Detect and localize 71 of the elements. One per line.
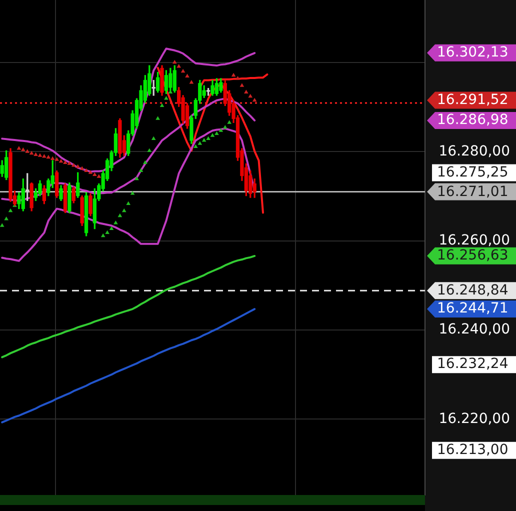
point [189,80,194,84]
point [206,136,210,140]
point [222,125,228,129]
y2-tick-label: 16.286,98 [437,112,508,128]
point [25,149,30,153]
y2-tick-label: 16.232,24 [437,356,508,372]
point [130,191,135,195]
point [80,166,84,170]
point [96,174,102,178]
y2-tick-label: 16.302,13 [437,44,508,61]
point [88,170,93,174]
point [160,103,164,107]
point [122,208,126,212]
point [214,131,219,136]
point [194,144,198,148]
point [100,233,106,238]
y2-tick-label: 16.291,52 [437,92,508,108]
point [29,150,34,155]
y-tick-label: 16.260,00 [438,232,510,248]
y2-tick-label: 16.213,00 [437,442,508,458]
y2-tick-label: 16.275,25 [437,164,508,180]
y2-tick-label: 16.256,63 [437,247,508,264]
y-tick-label: 16.220,00 [438,410,510,427]
point [236,76,240,80]
point [164,96,168,100]
point [126,201,131,206]
point [248,94,253,98]
point [151,136,156,140]
ref-line-label: 16.248,84 [437,282,508,299]
y-tick-label: 16.240,00 [438,322,510,338]
point [38,153,42,157]
point [231,72,236,77]
point [210,133,215,137]
point [42,154,46,158]
point [0,223,4,227]
point [71,162,76,167]
point [172,60,177,64]
point [147,148,152,152]
point [54,157,59,161]
point [198,141,202,145]
point [143,160,148,164]
point [227,120,232,124]
point [58,158,64,163]
y2-tick-label: 16.244,71 [437,300,508,317]
point [156,116,160,120]
y-tick-label: 16.280,00 [438,143,510,160]
point [109,226,114,230]
point [118,213,122,218]
point [105,230,110,234]
point [180,68,186,73]
point [20,147,26,152]
point [176,64,181,68]
point [4,216,8,220]
point [50,156,55,160]
point [185,74,190,78]
point [76,164,80,168]
point [218,128,224,132]
point [134,176,139,180]
point [138,168,144,172]
point [84,168,88,172]
point [46,154,51,159]
ref-line-label: 16.271,01 [437,184,508,200]
point [8,208,13,212]
point [16,146,22,150]
point [92,172,97,176]
point [252,98,257,102]
point [34,152,38,156]
point [63,160,68,164]
point [67,161,72,165]
point [244,90,248,94]
point [240,83,244,87]
